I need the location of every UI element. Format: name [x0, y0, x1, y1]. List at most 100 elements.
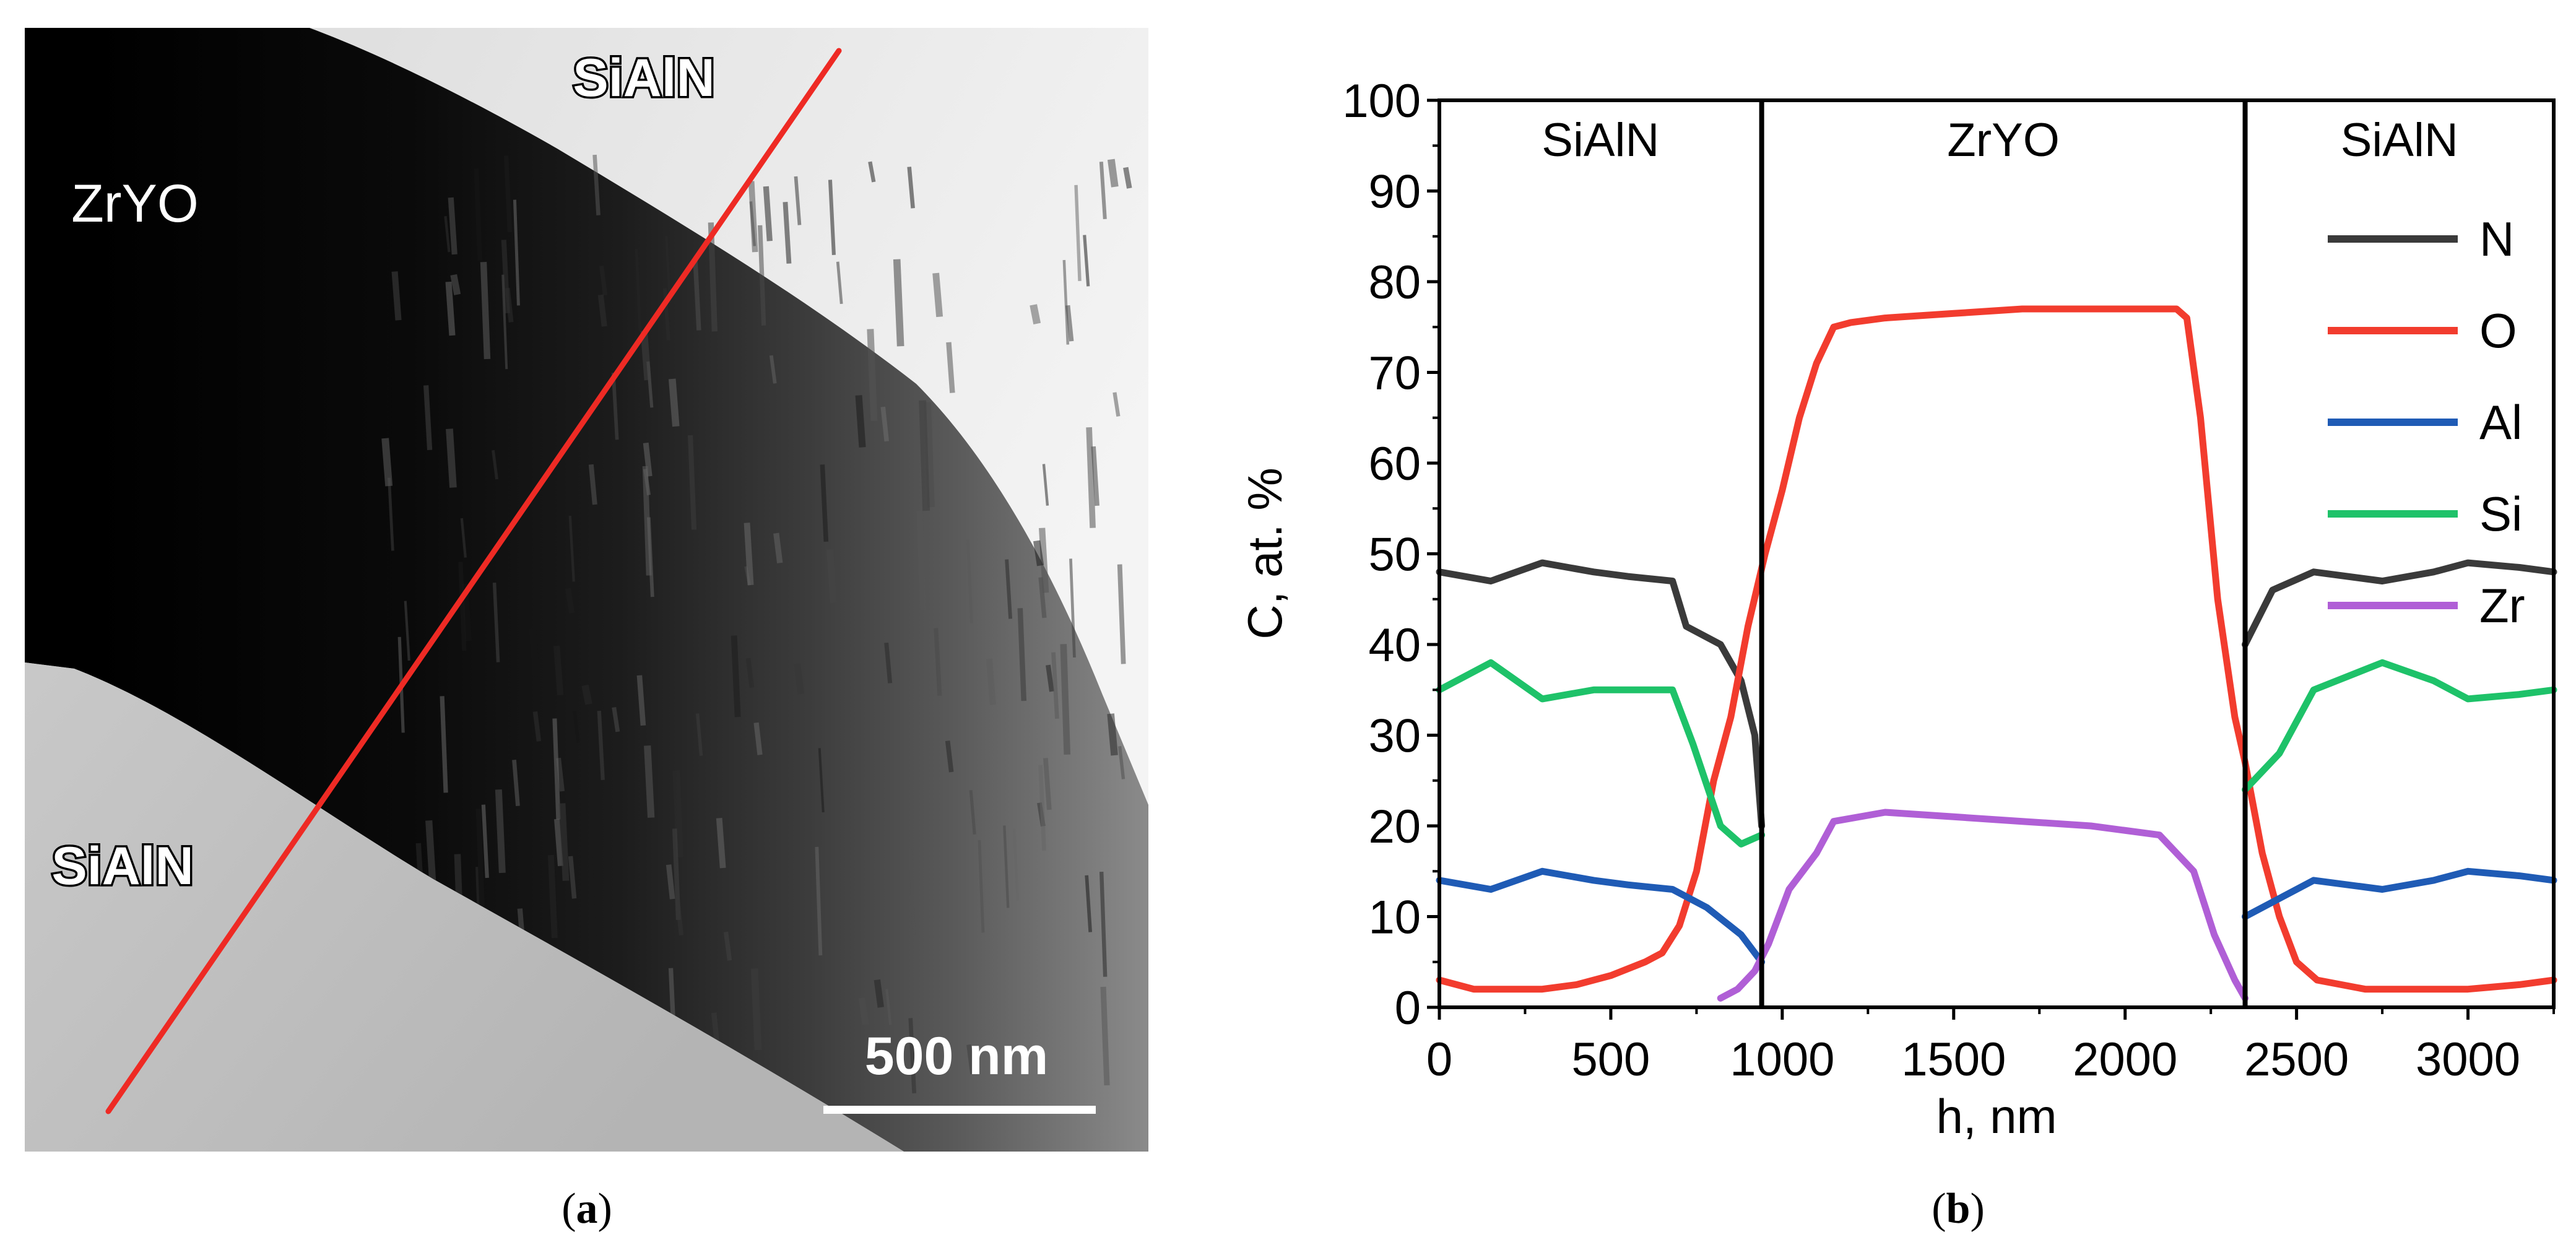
film-streak [1038, 577, 1047, 618]
film-streak [919, 400, 930, 511]
film-streak [474, 168, 483, 261]
series-line-al [2242, 867, 2557, 920]
film-streak [501, 274, 508, 370]
x-tick-label: 2000 [2073, 1033, 2177, 1086]
film-streak [532, 711, 542, 742]
y-axis-title: C, at. % [1238, 467, 1292, 639]
film-streak [553, 645, 564, 696]
film-streak [597, 294, 607, 327]
film-streak [423, 385, 433, 451]
film-streak [753, 722, 763, 755]
film-streak [1012, 828, 1020, 901]
film-streak [1042, 464, 1049, 506]
zryo-film-region [25, 28, 1148, 1152]
film-streak [1107, 713, 1118, 756]
film-streak [492, 449, 498, 480]
film-streak [695, 713, 703, 756]
series-line-o [1436, 305, 2557, 993]
series-line-al [1436, 867, 1766, 966]
film-streak [828, 180, 836, 255]
film-streak [503, 155, 513, 233]
film-streak [908, 1018, 917, 1093]
film-streak [945, 740, 954, 773]
film-streak [723, 931, 732, 961]
y-tick-label: 70 [1368, 347, 1421, 400]
film-streak [668, 378, 680, 427]
y-tick-label: 90 [1368, 166, 1421, 219]
film-streak [794, 663, 804, 695]
film-streak [1017, 608, 1027, 701]
film-streak [599, 265, 608, 296]
film-streak [1046, 664, 1054, 692]
region-label: ZrYO [1947, 114, 2060, 167]
film-streak [448, 197, 458, 255]
film-streak [388, 477, 394, 551]
film-streak [513, 199, 520, 306]
y-tick-label: 30 [1368, 710, 1421, 763]
film-streak [611, 372, 619, 440]
film-streak [908, 848, 916, 935]
film-streak [1030, 304, 1041, 324]
film-streak [588, 464, 597, 505]
film-streak [391, 271, 402, 321]
film-streak [855, 395, 866, 448]
film-streak [744, 523, 754, 586]
legend-label-zr: Zr [2479, 578, 2525, 633]
x-tick-label: 0 [1426, 1033, 1452, 1086]
x-tick-label: 500 [1572, 1033, 1650, 1086]
film-streak [640, 330, 651, 381]
film-streak [480, 261, 491, 360]
film-streak [565, 588, 575, 614]
film-streak [481, 804, 489, 879]
film-streak [966, 539, 973, 624]
film-streak [1117, 564, 1126, 664]
film-streak [475, 809, 485, 907]
legend: NO Al Si Zr [2328, 212, 2525, 633]
region-labels: SiAlN ZrYO SiAlN [1542, 114, 2458, 167]
film-streak [773, 532, 783, 563]
film-streak [815, 846, 823, 956]
film-streak [1038, 527, 1049, 593]
film-streak [1033, 540, 1044, 566]
film-streak [1060, 644, 1071, 755]
film-streak [1123, 167, 1132, 189]
film-streak [642, 466, 652, 576]
film-streak [978, 840, 985, 933]
film-streak [731, 635, 741, 718]
film-streak [885, 989, 892, 1025]
label-top-sialn: SiAlN [573, 48, 714, 108]
x-axis: 0 500 1000 1500 2000 2500 3000 [1426, 1007, 2555, 1086]
film-streak [748, 181, 758, 253]
film-streak [880, 406, 890, 442]
film-streak [512, 760, 520, 806]
film-streak [924, 402, 935, 508]
film-streak [769, 355, 777, 384]
scale-bar-label: 500 nm [865, 1026, 1048, 1086]
region-label: SiAlN [1542, 114, 1659, 167]
film-streak [708, 222, 718, 332]
film-streak [643, 442, 653, 477]
tem-micrograph: 500 nm SiAlN ZrYO SiAlN [25, 28, 1148, 1152]
film-streak [893, 259, 904, 347]
film-streak [404, 601, 410, 661]
film-streak [501, 240, 510, 314]
film-streak [907, 167, 915, 209]
film-streak [425, 820, 436, 882]
film-streak [1112, 392, 1121, 417]
x-tick-label: 1000 [1730, 1033, 1834, 1086]
y-tick-label: 100 [1342, 75, 1421, 128]
film-streak [1117, 746, 1125, 779]
film-streak [597, 711, 605, 781]
film-streak [1051, 652, 1059, 719]
film-streak [1099, 162, 1107, 219]
film-streak [666, 864, 675, 900]
film-streak [635, 248, 642, 332]
legend-label-n: N [2479, 212, 2514, 266]
film-streak [445, 281, 456, 336]
film-streak [1099, 872, 1108, 977]
x-tick-label: 1500 [1901, 1033, 2006, 1086]
x-tick-label: 3000 [2416, 1033, 2520, 1086]
film-streak [794, 176, 802, 225]
